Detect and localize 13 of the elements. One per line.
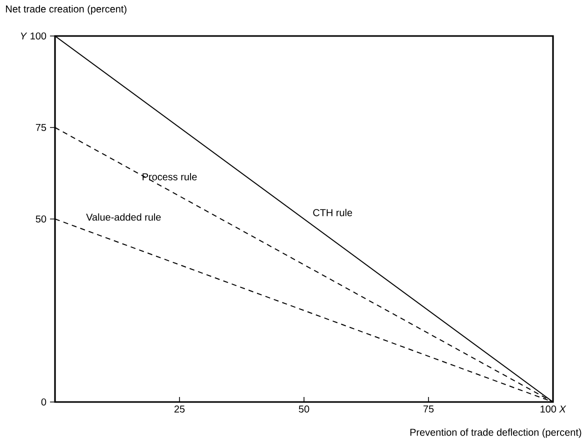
y-tick-label: 75: [36, 124, 46, 131]
x-tick-label: 100 X: [540, 406, 566, 413]
y-tick-label: Y 100: [20, 32, 46, 40]
y-tick-label: 50: [36, 215, 46, 223]
x-axis-title: Prevention of trade deflection (percent): [410, 428, 582, 438]
x-tick-label: 25: [174, 406, 185, 413]
series-label: Process rule: [142, 173, 197, 180]
y-axis-title: Net trade creation (percent): [6, 5, 126, 14]
series-label: Value-added rule: [86, 213, 161, 221]
x-tick-label: 50: [298, 406, 310, 413]
series-label: CTH rule: [313, 208, 352, 216]
y-tick-label: 0: [41, 398, 46, 406]
x-tick-label: 75: [423, 406, 434, 412]
